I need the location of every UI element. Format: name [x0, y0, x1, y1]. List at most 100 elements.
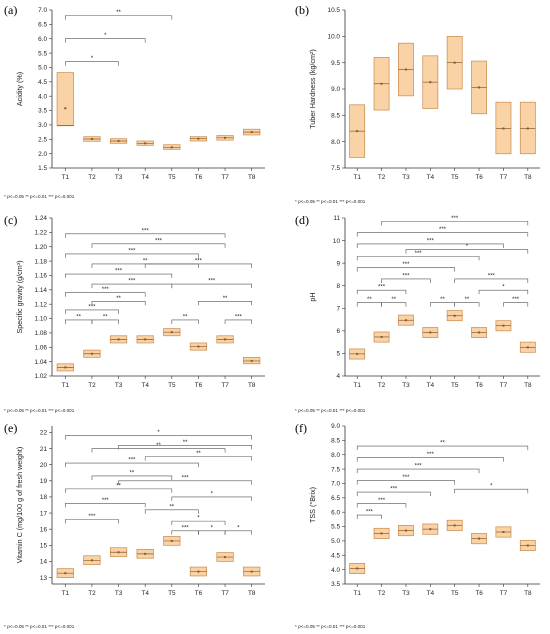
significance-bracket — [381, 302, 407, 307]
significance-stars: *** — [488, 273, 496, 279]
significance-bracket — [381, 278, 431, 283]
y-tick-label: 1.10 — [35, 316, 48, 323]
significance-bracket — [144, 263, 252, 268]
x-tick-label: T3 — [115, 382, 123, 389]
panel-label: (a) — [4, 3, 17, 17]
y-tick-label: 8.5 — [331, 438, 340, 445]
y-tick-label: 8.0 — [331, 139, 340, 146]
mean-marker — [250, 359, 253, 362]
y-tick-label: 1.02 — [35, 373, 48, 380]
x-tick-label: T7 — [500, 590, 508, 597]
y-tick-label: 6.0 — [331, 509, 340, 516]
significance-bracket — [171, 319, 199, 324]
mean-marker — [404, 68, 407, 71]
chart-panel-b: (b) 7.5 8.0 8.5 9.0 9.5 10.0 10.5 Tuber Hardness… — [295, 3, 540, 204]
mean-marker — [64, 572, 67, 575]
mean-marker — [429, 528, 432, 531]
y-tick-label: 5.5 — [331, 524, 340, 531]
y-tick-label: 8.5 — [331, 113, 340, 120]
significance-bracket — [356, 243, 504, 248]
mean-marker — [502, 127, 505, 130]
significance-bracket — [65, 38, 146, 43]
significance-bracket — [91, 448, 226, 453]
significance-bracket — [91, 243, 226, 248]
significance-stars: ** — [465, 297, 470, 303]
significance-bracket — [65, 309, 119, 314]
mean-marker — [478, 537, 481, 540]
significance-legend: * p<=0.05 ** p<=0.01 *** p<=0.001 — [295, 624, 366, 629]
significance-bracket — [144, 509, 199, 514]
y-tick-label: 1.22 — [35, 230, 48, 237]
significance-bracket — [356, 514, 382, 520]
significance-bracket — [454, 302, 480, 307]
significance-bracket — [454, 278, 529, 283]
significance-bracket — [65, 292, 146, 297]
significance-bracket — [356, 491, 431, 497]
y-tick-label: 1.04 — [35, 359, 48, 366]
x-tick-label: T5 — [451, 590, 459, 597]
significance-bracket — [65, 319, 93, 324]
x-tick-label: T2 — [378, 174, 386, 181]
x-tick-label: T8 — [248, 382, 256, 389]
significance-stars: * — [197, 516, 200, 522]
x-tick-label: T3 — [402, 382, 410, 389]
y-tick-label: 1.24 — [35, 215, 48, 222]
mean-marker — [356, 130, 359, 133]
significance-stars: *** — [366, 510, 374, 516]
significance-stars: *** — [155, 238, 163, 244]
y-axis-title: Tuber Hardness (kg/cm²) — [308, 49, 317, 129]
significance-bracket — [91, 319, 119, 324]
y-tick-label: 17 — [40, 510, 48, 517]
mean-marker — [144, 552, 147, 555]
significance-stars: *** — [415, 464, 423, 470]
significance-bracket — [224, 530, 252, 535]
x-tick-label: T1 — [353, 590, 361, 597]
mean-marker — [90, 352, 93, 355]
significance-bracket — [65, 15, 173, 20]
x-tick-label: T2 — [88, 382, 96, 389]
mean-marker — [117, 139, 120, 142]
x-tick-label: T5 — [451, 382, 459, 389]
y-tick-label: 5.0 — [38, 65, 47, 72]
significance-bracket — [171, 530, 199, 535]
mean-marker — [197, 345, 200, 348]
mean-marker — [250, 570, 253, 573]
y-tick-label: 20 — [40, 462, 48, 469]
panel-label: (d) — [295, 213, 309, 227]
significance-bracket — [171, 520, 226, 526]
mean-marker — [224, 556, 227, 559]
y-tick-label: 3.0 — [38, 122, 47, 129]
significance-bracket — [65, 435, 252, 440]
significance-stars: *** — [88, 304, 96, 310]
y-tick-label: 1.20 — [35, 244, 48, 251]
significance-legend: * p<=0.05 ** p<=0.01 *** p<=0.001 — [295, 408, 366, 413]
significance-stars: *** — [102, 498, 110, 504]
mean-marker — [453, 314, 456, 317]
mean-marker — [380, 532, 383, 535]
significance-bracket — [65, 488, 173, 493]
x-tick-label: T8 — [248, 590, 256, 597]
significance-bracket — [65, 462, 199, 468]
significance-bracket — [118, 480, 252, 485]
mean-marker — [404, 319, 407, 322]
x-tick-label: T7 — [221, 174, 229, 181]
significance-stars: *** — [451, 216, 459, 222]
mean-marker — [224, 136, 227, 139]
x-tick-label: T8 — [524, 174, 532, 181]
mean-marker — [117, 551, 120, 554]
mean-marker — [250, 131, 253, 134]
significance-legend: * p<=0.05 ** p<=0.01 *** p<=0.001 — [4, 194, 75, 199]
x-tick-label: T1 — [62, 174, 70, 181]
x-tick-label: T6 — [195, 382, 203, 389]
significance-bracket — [171, 283, 252, 289]
mean-marker — [380, 335, 383, 338]
y-tick-label: 2.5 — [38, 136, 47, 143]
y-tick-label: 7.0 — [331, 481, 340, 488]
x-tick-label: T2 — [378, 382, 386, 389]
y-tick-label: 8 — [336, 283, 340, 290]
mean-marker — [144, 338, 147, 341]
mean-marker — [404, 529, 407, 532]
x-tick-label: T7 — [500, 174, 508, 181]
significance-stars: ** — [156, 443, 161, 449]
mean-marker — [117, 338, 120, 341]
